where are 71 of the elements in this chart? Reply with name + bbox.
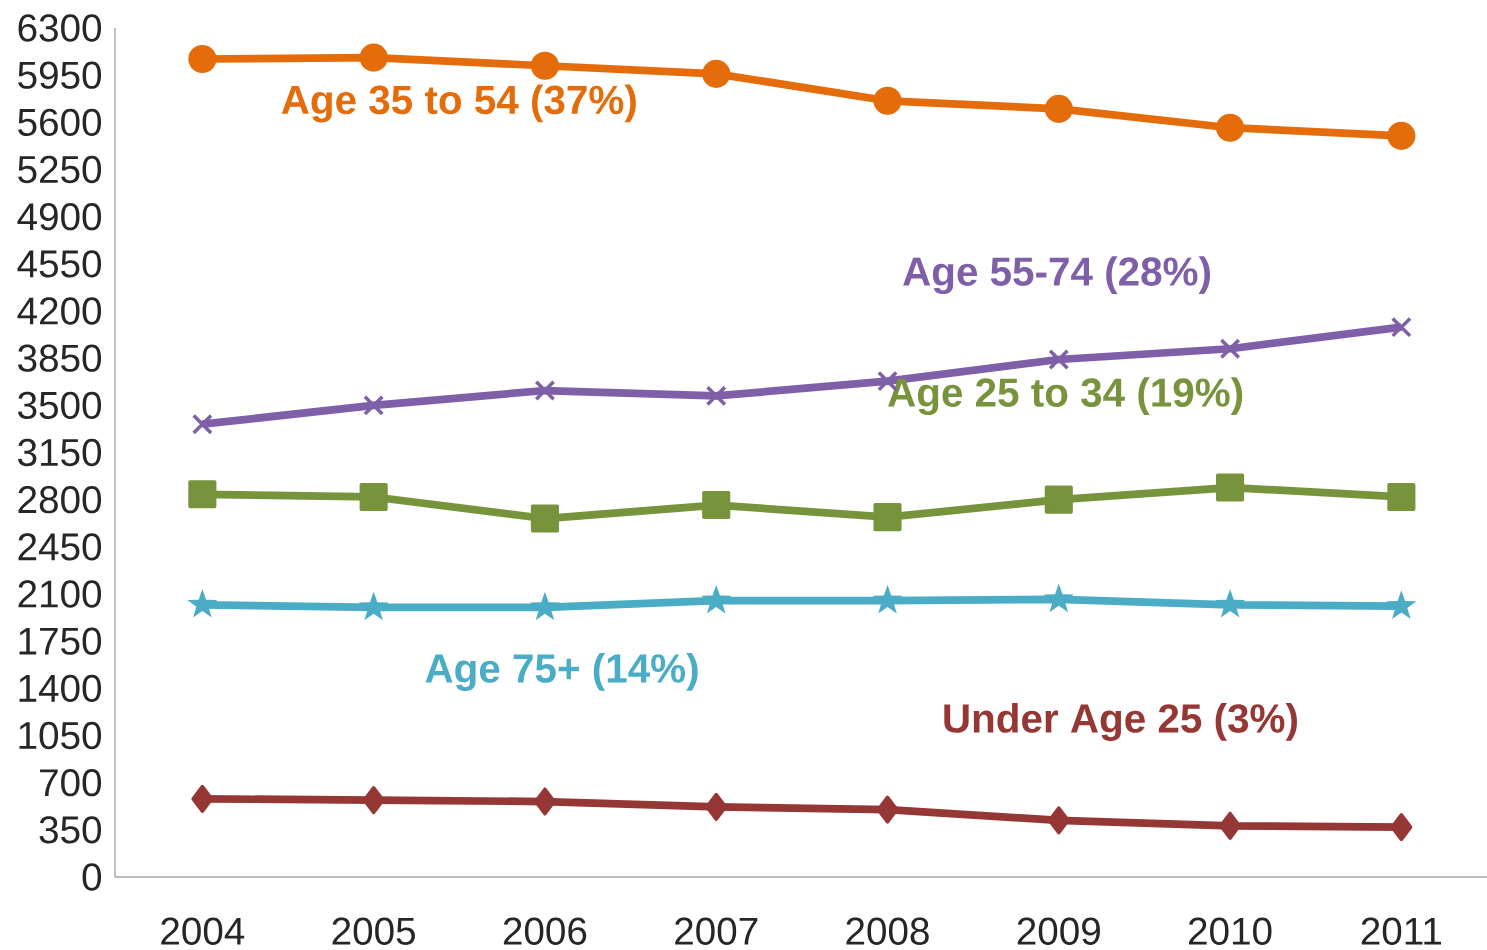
point [1216,113,1245,142]
point [1219,338,1241,360]
point [1216,473,1245,502]
point [530,51,559,80]
x-tick-label: 2008 [846,917,929,945]
point [188,44,217,74]
point [705,385,727,407]
point [533,787,556,816]
point [529,591,560,621]
point [1386,590,1417,619]
x-tick-label: 2011 [1361,917,1442,945]
point [1048,349,1070,370]
point [358,591,389,621]
y-tick-label: 3850 [18,344,102,372]
point [1044,485,1073,514]
series-label: Under Age 25 (3%) [944,703,1297,741]
y-tick-label: 1400 [19,674,102,703]
point [872,584,903,614]
x-tick-label: 2006 [503,917,587,945]
y-tick-label: 2100 [18,580,102,608]
y-tick-label: 350 [39,816,102,844]
y-tick-label: 5600 [18,108,102,137]
y-tick-label: 700 [40,769,102,797]
point [701,584,732,614]
point [191,413,213,435]
point [1219,811,1242,840]
y-tick-label: 4900 [17,203,102,231]
legend-label: Age 35 to 54 (37%) [281,84,636,123]
point [1047,806,1070,835]
y-tick-label: 3150 [18,438,102,467]
series-label: Age 25 to 34 (19%) [888,377,1243,416]
point [1387,121,1416,150]
point [873,503,902,532]
point [1390,813,1413,842]
y-tick-label: 4200 [17,297,102,325]
point [702,490,731,520]
point [530,504,559,533]
point [362,786,385,815]
y-tick-label: 0 [82,863,102,891]
y-tick-label: 5250 [18,155,102,184]
point [359,482,388,512]
y-tick-label: 4550 [17,250,102,278]
y-tick-label: 1750 [19,627,102,655]
point [191,784,214,813]
x-tick-label: 2004 [161,917,245,945]
x-tick-label: 2007 [675,917,758,945]
x-tick-label: 2005 [332,917,415,945]
y-tick-label: 5950 [18,61,102,89]
point [1043,583,1074,613]
point [1390,316,1412,338]
series-label: Age 55-74 (28%) [903,256,1210,295]
y-tick-label: 2450 [18,533,102,561]
point [1387,482,1416,512]
y-tick-label: 6300 [18,14,102,42]
point [705,792,728,821]
x-tick-label: 2009 [1017,917,1100,945]
point [363,394,385,416]
point [876,795,899,824]
point [873,86,902,115]
y-tick-label: 2800 [18,486,102,514]
point [534,380,556,401]
x-tick-label: 2010 [1189,917,1272,945]
y-tick-label: 3500 [18,391,102,420]
point [188,480,217,509]
y-tick-label: 1050 [19,721,102,750]
point [1215,588,1246,618]
point [1044,94,1073,123]
series-label: Age 75+ (14%) [425,653,698,691]
point [359,43,388,72]
point [187,588,218,618]
point [702,59,731,88]
